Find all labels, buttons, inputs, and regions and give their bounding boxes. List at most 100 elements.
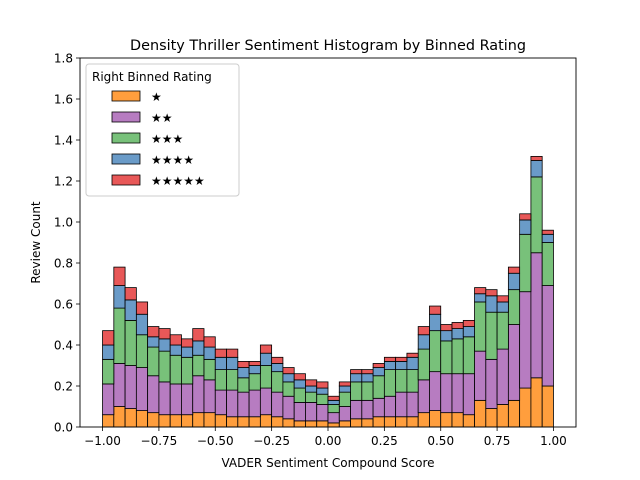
histogram-bar: [462, 414, 475, 428]
histogram-bar: [135, 410, 149, 428]
histogram-bar: [519, 213, 532, 221]
histogram-bar: [372, 375, 385, 399]
histogram-bar: [372, 367, 385, 377]
histogram-bar: [440, 324, 453, 332]
histogram-bar: [462, 326, 475, 338]
histogram-bar: [271, 391, 284, 418]
histogram-bar: [305, 401, 318, 422]
histogram-bar: [338, 420, 351, 428]
histogram-bar: [496, 301, 509, 313]
bars-layer: [102, 155, 554, 428]
x-tick-label: −1.00: [84, 434, 121, 448]
histogram-bar: [507, 289, 521, 325]
histogram-bar: [507, 266, 521, 274]
histogram-bar: [395, 356, 408, 362]
legend-swatch: [111, 111, 141, 123]
histogram-bar: [259, 352, 273, 366]
histogram-bar: [541, 242, 554, 286]
histogram-bar: [282, 373, 295, 383]
histogram-bar: [519, 387, 532, 428]
histogram-bar: [259, 344, 273, 354]
histogram-bar: [474, 301, 487, 352]
histogram-bar: [338, 391, 351, 407]
legend-label: ★★★★: [151, 153, 194, 167]
histogram-bar: [429, 410, 442, 428]
histogram-bar: [169, 354, 182, 385]
histogram-bar: [474, 293, 487, 303]
histogram-bar: [259, 387, 273, 416]
histogram-bar: [181, 356, 194, 385]
histogram-bar: [350, 399, 363, 420]
histogram-bar: [485, 289, 498, 297]
histogram-bar: [237, 360, 250, 368]
histogram-bar: [496, 348, 509, 405]
histogram-bar: [158, 350, 171, 383]
histogram-bar: [496, 404, 509, 428]
y-axis-ticks: 0.0 0.2 0.4 0.6 0.8 1.0 1.2 1.4 1.6 1.8: [54, 52, 80, 435]
y-tick-label: 0.4: [54, 339, 73, 353]
histogram-bar: [305, 385, 318, 393]
x-tick-label: 1.00: [540, 434, 567, 448]
histogram-bar: [451, 328, 464, 340]
x-tick-label: 0.00: [315, 434, 342, 448]
histogram-bar: [417, 348, 430, 381]
chart-title: Density Thriller Sentiment Histogram by …: [130, 38, 526, 54]
legend-swatch: [111, 90, 141, 102]
histogram-bar: [406, 416, 419, 428]
histogram-bar: [338, 381, 351, 387]
histogram-bar: [214, 369, 227, 391]
histogram-bar: [383, 369, 397, 397]
histogram-bar: [440, 330, 453, 342]
histogram-bar: [406, 391, 419, 418]
histogram-bar: [361, 369, 374, 375]
histogram-bar: [181, 383, 194, 416]
histogram-bar: [293, 420, 306, 428]
histogram-bar: [135, 301, 149, 315]
histogram-bar: [124, 319, 137, 366]
histogram-bar: [181, 414, 194, 428]
histogram-bar: [135, 313, 149, 336]
histogram-bar: [541, 385, 554, 428]
histogram-bar: [237, 377, 250, 393]
x-tick-label: 0.75: [484, 434, 511, 448]
histogram-bar: [440, 412, 453, 428]
histogram-bar: [147, 412, 160, 428]
x-tick-label: −0.25: [253, 434, 290, 448]
x-tick-label: 0.25: [371, 434, 398, 448]
histogram-bar: [102, 344, 115, 360]
histogram-bar: [248, 365, 261, 375]
histogram-bar: [350, 373, 363, 383]
histogram-bar: [406, 352, 419, 358]
histogram-bar: [417, 412, 430, 428]
histogram-bar: [496, 311, 509, 350]
histogram-bar: [383, 416, 397, 428]
histogram-bar: [135, 334, 149, 368]
histogram-bar: [147, 346, 160, 377]
histogram-bar: [169, 344, 182, 356]
histogram-bar: [305, 391, 318, 403]
histogram-bar: [541, 229, 554, 235]
histogram-bar: [192, 340, 205, 356]
histogram-bar: [248, 373, 261, 391]
histogram-bar: [147, 375, 160, 414]
histogram-bar: [271, 416, 284, 428]
legend-swatch: [111, 153, 141, 165]
y-tick-label: 1.6: [54, 93, 73, 107]
histogram-bar: [113, 406, 126, 428]
histogram-bar: [496, 295, 509, 303]
histogram-bar: [530, 160, 543, 178]
histogram-bar: [462, 319, 475, 327]
histogram-bar: [530, 252, 543, 379]
histogram-bar: [102, 414, 115, 428]
histogram-bar: [530, 176, 543, 254]
histogram-bar: [530, 155, 543, 161]
histogram-bar: [474, 350, 487, 401]
x-axis-label: VADER Sentiment Compound Score: [221, 456, 434, 470]
histogram-bar: [226, 416, 239, 428]
histogram-bar: [361, 399, 374, 420]
histogram-bar: [395, 391, 408, 418]
histogram-bar: [429, 371, 442, 411]
y-tick-label: 0.2: [54, 380, 73, 394]
legend-label: ★★★: [151, 132, 183, 146]
